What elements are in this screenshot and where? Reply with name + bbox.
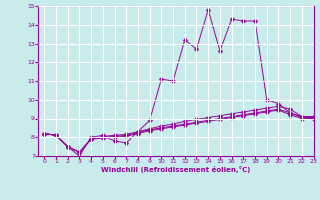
X-axis label: Windchill (Refroidissement éolien,°C): Windchill (Refroidissement éolien,°C) [101, 166, 251, 173]
